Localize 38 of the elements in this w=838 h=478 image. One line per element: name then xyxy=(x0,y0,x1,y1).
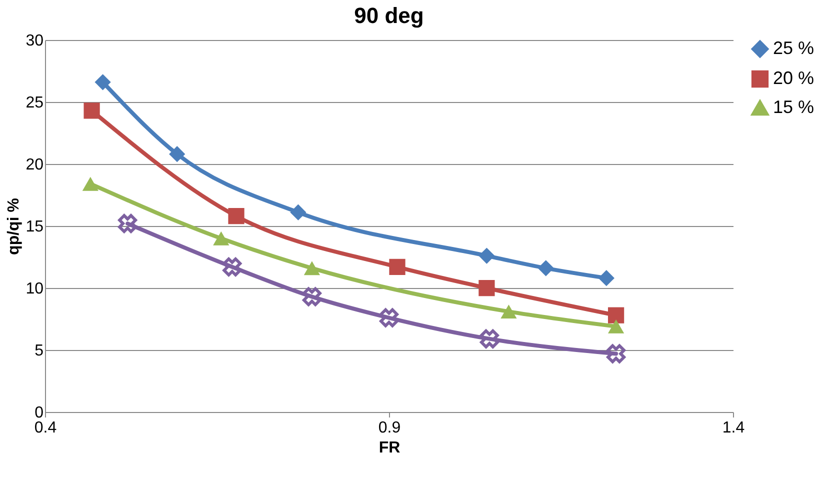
point xyxy=(598,270,614,286)
legend-label: 25 % xyxy=(773,38,814,58)
legend-label: 20 % xyxy=(773,68,814,88)
x-tick-label: 1.4 xyxy=(722,420,745,436)
y-tick-label: 0 xyxy=(34,404,44,422)
point xyxy=(213,231,230,246)
point xyxy=(500,304,517,319)
point xyxy=(608,319,624,334)
point xyxy=(302,287,322,306)
point xyxy=(380,308,398,328)
y-tick-label: 30 xyxy=(26,32,44,50)
y-tick-label: 10 xyxy=(26,280,44,298)
legend-label: 15 % xyxy=(773,97,814,117)
y-tick-label: 25 xyxy=(26,94,44,112)
point xyxy=(538,260,554,276)
y-axis-title: qp/qi % xyxy=(6,198,23,255)
point xyxy=(84,102,100,119)
point xyxy=(608,307,624,324)
x-tick-label: 0.4 xyxy=(34,420,57,436)
y-tick-label: 20 xyxy=(26,156,44,174)
point xyxy=(228,208,244,224)
point xyxy=(480,329,499,348)
point xyxy=(169,146,186,162)
point xyxy=(290,204,306,220)
x-axis-title: FR xyxy=(378,440,401,456)
x-tick-label: 0.9 xyxy=(378,420,401,436)
chart-title: 90 deg xyxy=(354,3,424,28)
point xyxy=(94,74,111,90)
point xyxy=(304,261,320,276)
y-tick-label: 15 xyxy=(26,218,44,236)
point xyxy=(478,280,495,296)
y-tick-label: 5 xyxy=(34,342,44,360)
point xyxy=(606,344,626,364)
point xyxy=(118,214,138,233)
point xyxy=(222,257,242,276)
point xyxy=(478,248,495,264)
point xyxy=(82,176,98,191)
point xyxy=(389,258,406,275)
